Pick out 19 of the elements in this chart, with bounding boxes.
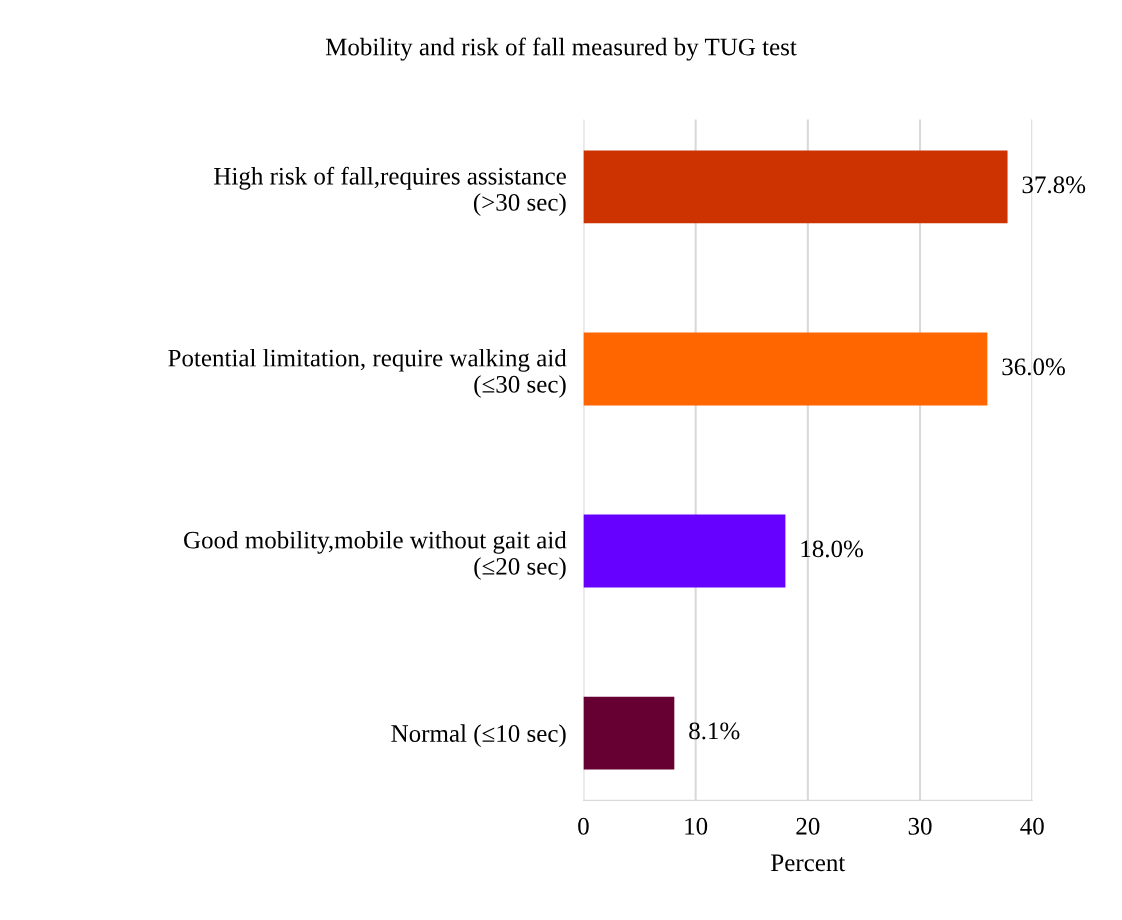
y-tick-label: Potential limitation, require walking aid (≤30 sec) [168,348,567,398]
data-label: 37.8% [1022,176,1086,194]
x-axis-title: Percent [771,854,846,872]
y-tick-label: Normal (≤10 sec) [391,724,566,748]
x-tick-label: 0 [578,817,589,835]
y-tick-label: Good mobility,mobile without gait aid (≤20 sec) [184,530,567,580]
data-label: 18.0% [801,540,864,558]
bar [583,150,1008,224]
y-tick-label: High risk of fall,requires assistance (>30 sec) [214,166,566,216]
bar [583,332,988,406]
x-tick-label: 30 [908,817,932,835]
x-tick-label: 20 [796,817,820,835]
bar [583,514,786,588]
chart-title: Mobility and risk of fall measured by TUG test [325,37,797,61]
data-label: 36.0% [1002,358,1065,376]
bar [583,696,675,770]
x-tick-label: 10 [685,817,708,835]
data-label: 8.1% [689,722,740,740]
x-tick-label: 40 [1020,817,1044,835]
